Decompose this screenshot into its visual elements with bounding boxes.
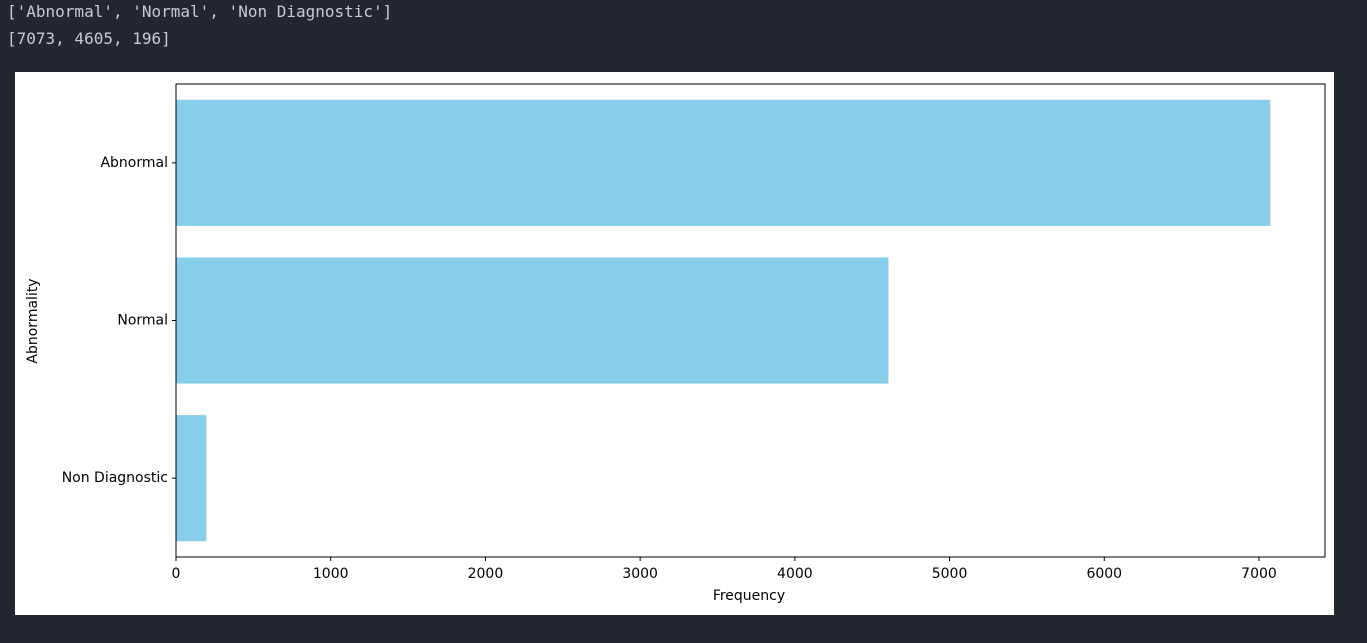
x-tick-label: 1000: [313, 566, 349, 582]
output-line: [7073, 4605, 196]: [7, 29, 171, 48]
x-tick-label: 3000: [622, 566, 658, 582]
x-tick-label: 6000: [1086, 566, 1122, 582]
y-tick-label: Normal: [117, 313, 168, 329]
axes-frame: [175, 83, 1326, 558]
bar: [176, 415, 207, 542]
y-tick-label: Non Diagnostic: [62, 470, 168, 486]
y-axis-label: Abnormality: [25, 278, 41, 363]
x-tick-label: 0: [172, 566, 181, 582]
x-tick-label: 5000: [932, 566, 968, 582]
chart: Frequency Abnormality Abnormal Normal Non …: [15, 72, 1334, 615]
bar: [176, 99, 1271, 226]
y-tick-label: Abnormal: [100, 155, 168, 171]
x-axis-label: Frequency: [713, 588, 785, 604]
x-tick-label: 4000: [777, 566, 813, 582]
x-tick-label: 7000: [1241, 566, 1277, 582]
x-tick-label: 2000: [468, 566, 504, 582]
bar: [176, 257, 889, 384]
output-line: ['Abnormal', 'Normal', 'Non Diagnostic']: [7, 2, 393, 21]
